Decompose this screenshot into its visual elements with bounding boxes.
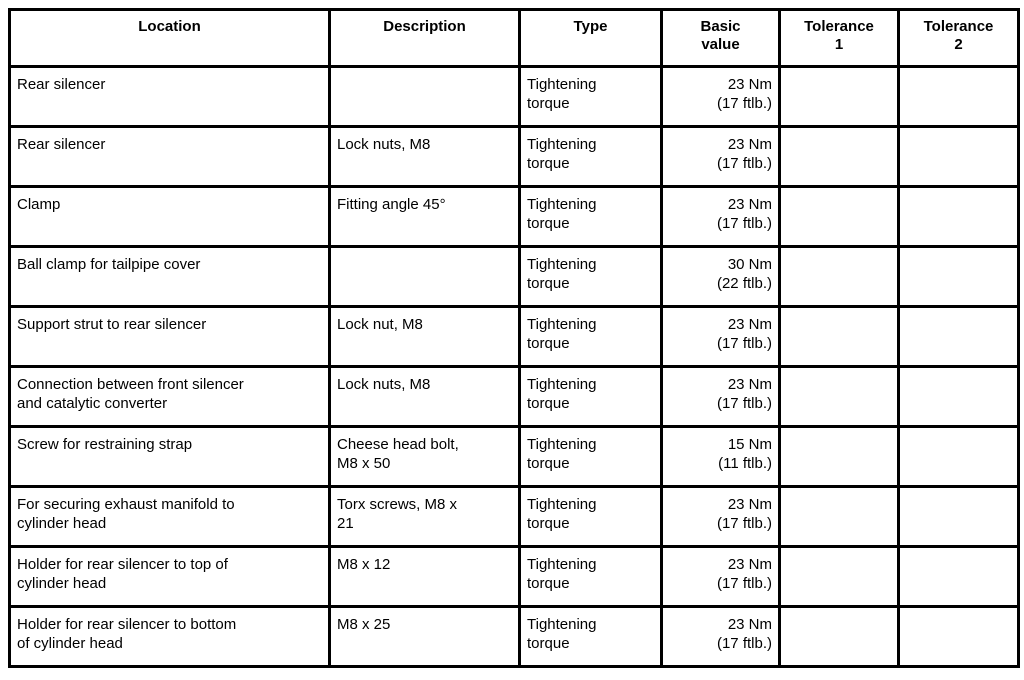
table-row: Holder for rear silencer to top of cylin… [8, 545, 1020, 608]
cell-basic-value: 30 Nm (22 ftlb.) [660, 245, 781, 308]
table-row: Rear silencer Lock nuts, M8 Tightening t… [8, 125, 1020, 188]
cell-type: Tightening torque [518, 65, 663, 128]
cell-location: Holder for rear silencer to bottom of cy… [8, 605, 331, 668]
cell-tolerance-1 [778, 365, 900, 428]
cell-tolerance-2 [897, 425, 1020, 488]
cell-tolerance-1 [778, 125, 900, 188]
table-row: Clamp Fitting angle 45° Tightening torqu… [8, 185, 1020, 248]
cell-description: M8 x 25 [328, 605, 521, 668]
cell-location: Rear silencer [8, 65, 331, 128]
table-row: Screw for restraining strap Cheese head … [8, 425, 1020, 488]
cell-tolerance-2 [897, 245, 1020, 308]
cell-tolerance-1 [778, 545, 900, 608]
cell-basic-value: 23 Nm (17 ftlb.) [660, 545, 781, 608]
table-row: Ball clamp for tailpipe cover Tightening… [8, 245, 1020, 308]
cell-tolerance-2 [897, 365, 1020, 428]
cell-description: Lock nuts, M8 [328, 125, 521, 188]
table-row: For securing exhaust manifold to cylinde… [8, 485, 1020, 548]
cell-basic-value: 23 Nm (17 ftlb.) [660, 605, 781, 668]
cell-description: Lock nuts, M8 [328, 365, 521, 428]
header-row: Location Description Type Basic value To… [8, 8, 1020, 68]
cell-tolerance-1 [778, 305, 900, 368]
cell-basic-value: 23 Nm (17 ftlb.) [660, 485, 781, 548]
cell-basic-value: 23 Nm (17 ftlb.) [660, 65, 781, 128]
cell-tolerance-1 [778, 65, 900, 128]
manual-page: Location Description Type Basic value To… [0, 8, 1024, 680]
cell-location: Clamp [8, 185, 331, 248]
cell-type: Tightening torque [518, 545, 663, 608]
cell-type: Tightening torque [518, 485, 663, 548]
header-description: Description [328, 8, 521, 68]
cell-tolerance-1 [778, 185, 900, 248]
cell-basic-value: 23 Nm (17 ftlb.) [660, 305, 781, 368]
table-row: Holder for rear silencer to bottom of cy… [8, 605, 1020, 668]
cell-tolerance-2 [897, 605, 1020, 668]
cell-basic-value: 23 Nm (17 ftlb.) [660, 365, 781, 428]
cell-basic-value: 23 Nm (17 ftlb.) [660, 185, 781, 248]
cell-type: Tightening torque [518, 365, 663, 428]
cell-basic-value: 23 Nm (17 ftlb.) [660, 125, 781, 188]
cell-location: Support strut to rear silencer [8, 305, 331, 368]
cell-location: Holder for rear silencer to top of cylin… [8, 545, 331, 608]
cell-tolerance-2 [897, 65, 1020, 128]
cell-description: Cheese head bolt, M8 x 50 [328, 425, 521, 488]
cell-type: Tightening torque [518, 305, 663, 368]
cell-description [328, 245, 521, 308]
cell-location: Ball clamp for tailpipe cover [8, 245, 331, 308]
header-location: Location [8, 8, 331, 68]
cell-tolerance-2 [897, 545, 1020, 608]
cell-tolerance-2 [897, 485, 1020, 548]
torque-spec-table: Location Description Type Basic value To… [8, 8, 1020, 668]
cell-description [328, 65, 521, 128]
cell-tolerance-1 [778, 605, 900, 668]
cell-type: Tightening torque [518, 125, 663, 188]
cell-location: For securing exhaust manifold to cylinde… [8, 485, 331, 548]
header-tolerance-2: Tolerance 2 [897, 8, 1020, 68]
cell-tolerance-2 [897, 125, 1020, 188]
cell-tolerance-2 [897, 305, 1020, 368]
cell-location: Connection between front silencer and ca… [8, 365, 331, 428]
cell-description: Lock nut, M8 [328, 305, 521, 368]
cell-type: Tightening torque [518, 185, 663, 248]
cell-location: Screw for restraining strap [8, 425, 331, 488]
cell-description: M8 x 12 [328, 545, 521, 608]
cell-type: Tightening torque [518, 245, 663, 308]
header-type: Type [518, 8, 663, 68]
cell-type: Tightening torque [518, 425, 663, 488]
table-row: Rear silencer Tightening torque 23 Nm (1… [8, 65, 1020, 128]
cell-type: Tightening torque [518, 605, 663, 668]
table-row: Support strut to rear silencer Lock nut,… [8, 305, 1020, 368]
cell-tolerance-1 [778, 485, 900, 548]
cell-tolerance-1 [778, 245, 900, 308]
table-row: Connection between front silencer and ca… [8, 365, 1020, 428]
cell-description: Torx screws, M8 x 21 [328, 485, 521, 548]
cell-tolerance-2 [897, 185, 1020, 248]
cell-basic-value: 15 Nm (11 ftlb.) [660, 425, 781, 488]
cell-location: Rear silencer [8, 125, 331, 188]
cell-tolerance-1 [778, 425, 900, 488]
cell-description: Fitting angle 45° [328, 185, 521, 248]
header-tolerance-1: Tolerance 1 [778, 8, 900, 68]
header-basic-value: Basic value [660, 8, 781, 68]
